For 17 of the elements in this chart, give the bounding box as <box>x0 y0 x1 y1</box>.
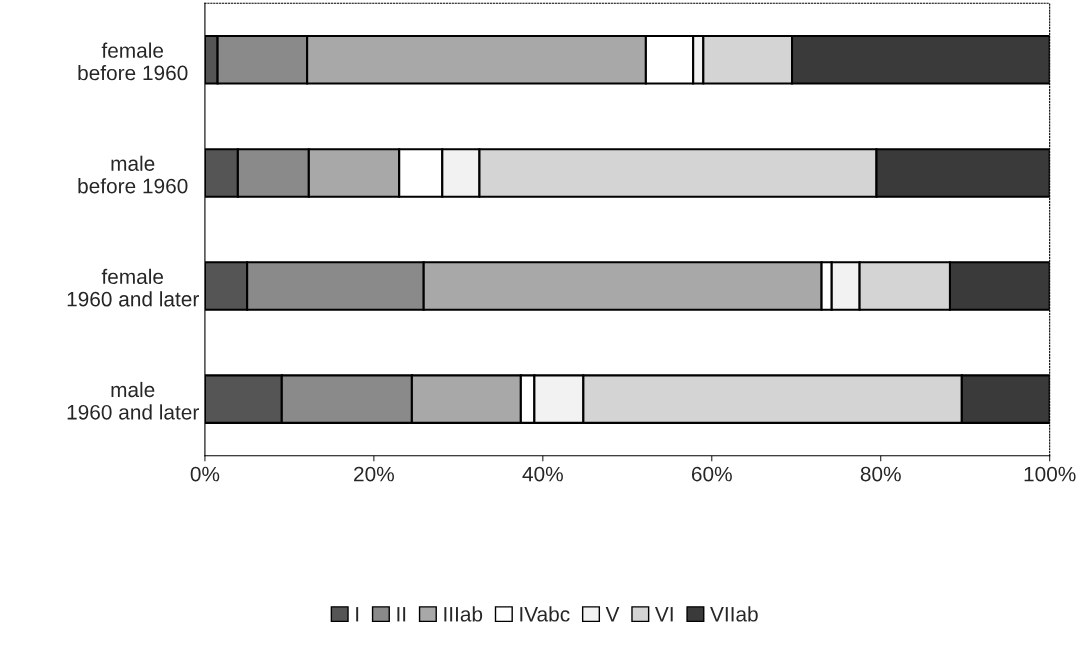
y-tick-label: female before 1960 <box>78 42 188 81</box>
legend-label: VI <box>654 607 673 622</box>
legend-label: II <box>397 607 406 622</box>
x-tick-label: 20% <box>354 466 394 482</box>
legend-label: VIIab <box>710 606 758 622</box>
x-tick-label: 100% <box>1024 466 1076 482</box>
y-tick-label: male before 1960 <box>78 155 188 194</box>
y-tick-label: female 1960 and later <box>67 268 199 307</box>
legend-label: IVabc <box>520 606 570 622</box>
x-tick-label: 60% <box>691 466 732 482</box>
x-tick-label: 80% <box>860 466 901 482</box>
legend-label: IIIab <box>444 606 483 622</box>
y-tick-label: male 1960 and later <box>67 381 199 420</box>
x-tick-label: 40% <box>522 466 563 482</box>
legend-label: V <box>605 607 620 622</box>
legend-label: I <box>356 607 359 622</box>
x-tick-label: 0% <box>190 466 220 482</box>
